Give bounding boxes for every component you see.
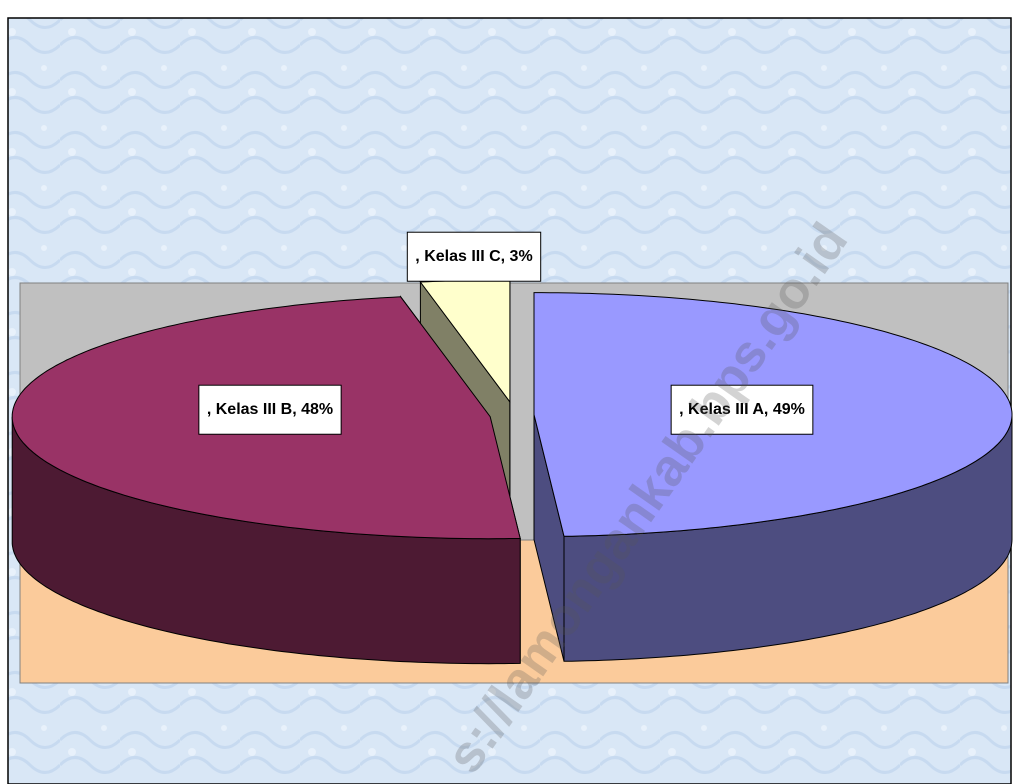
data-label: , Kelas III B, 48% <box>207 401 333 418</box>
data-label: , Kelas III C, 3% <box>415 248 532 265</box>
labels: , Kelas III A, 49% , Kelas III B, 48% , Ke… <box>198 231 814 435</box>
data-label-box <box>198 384 342 435</box>
data-label-box <box>406 231 542 282</box>
data-label: , Kelas III A, 49% <box>679 401 805 418</box>
data-label-box <box>670 384 814 435</box>
